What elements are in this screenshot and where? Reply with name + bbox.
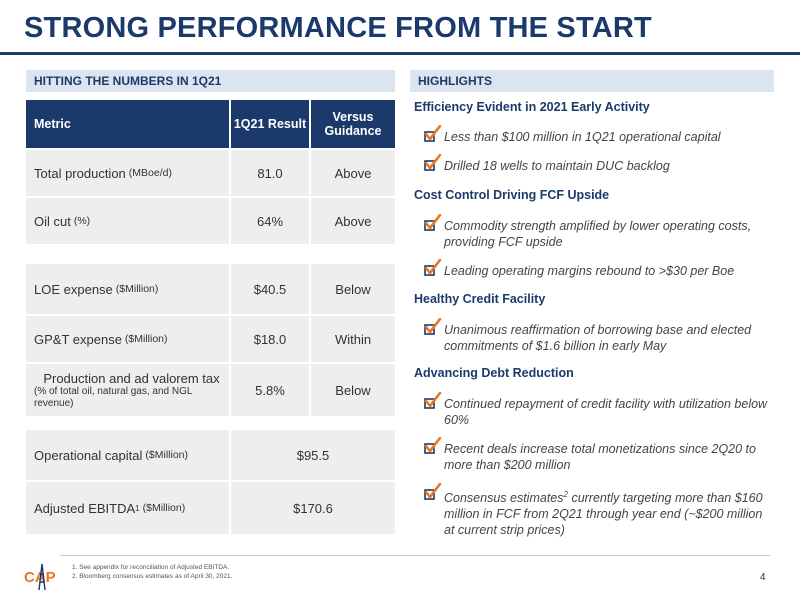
metric-guidance: Within — [334, 331, 372, 347]
metrics-table-top: Metric 1Q21 Result Versus Guidance Total… — [26, 100, 395, 246]
footnotes: 1. See appendix for reconciliation of Ad… — [72, 563, 232, 581]
metric-label: Adjusted EBITDA — [34, 500, 136, 516]
checkbox-check-icon — [424, 125, 442, 142]
header-guidance: Versus Guidance — [324, 110, 382, 138]
metric-unit: ($Million) — [145, 449, 188, 461]
metric-guidance: Below — [335, 382, 371, 398]
checkbox-check-icon — [424, 392, 442, 409]
table-row: Operational capital ($Million) $95.5 — [26, 430, 395, 480]
highlight-heading: Efficiency Evident in 2021 Early Activit… — [414, 100, 650, 114]
metric-result: 64% — [231, 198, 311, 244]
left-section-heading: HITTING THE NUMBERS IN 1Q21 — [26, 70, 395, 92]
page-number: 4 — [760, 572, 766, 583]
highlight-bullet: Continued repayment of credit facility w… — [424, 392, 772, 428]
metric-result: $40.5 — [231, 264, 311, 314]
highlight-bullet: Recent deals increase total monetization… — [424, 437, 772, 473]
metric-label: Total production — [34, 165, 126, 181]
highlight-bullet: Less than $100 million in 1Q21 operation… — [424, 125, 772, 145]
footnote: 2. Bloomberg consensus estimates as of A… — [72, 573, 233, 580]
metric-guidance: Above — [334, 165, 372, 181]
metric-footnote-ref: 1 — [135, 503, 140, 513]
metric-result: $18.0 — [231, 316, 311, 362]
right-section-heading: HIGHLIGHTS — [410, 70, 774, 92]
company-logo: CAP — [24, 563, 56, 591]
page-title: STRONG PERFORMANCE FROM THE START — [24, 12, 652, 44]
metric-result: $95.5 — [296, 447, 330, 463]
header-result: 1Q21 Result — [231, 100, 311, 148]
metric-unit: (% of total oil, natural gas, and NGL re… — [34, 385, 193, 409]
checkbox-check-icon — [424, 259, 442, 276]
checkbox-check-icon — [424, 483, 442, 500]
metric-guidance: Above — [334, 213, 372, 229]
metric-unit: ($Million) — [142, 502, 186, 514]
metric-label: Operational capital — [34, 447, 143, 463]
highlight-heading: Healthy Credit Facility — [414, 292, 546, 306]
footer-rule — [60, 555, 770, 556]
highlight-heading: Cost Control Driving FCF Upside — [414, 188, 610, 202]
highlight-bullet: Drilled 18 wells to maintain DUC backlog — [424, 154, 772, 174]
table-row: Oil cut (%) 64% Above — [26, 198, 395, 244]
metric-unit: (MBoe/d) — [128, 167, 172, 179]
table-row: GP&T expense ($Million) $18.0 Within — [26, 316, 395, 362]
metric-result: 5.8% — [231, 364, 311, 416]
header-metric: Metric — [26, 100, 231, 148]
footnote: 1. See appendix for reconciliation of Ad… — [72, 564, 230, 571]
metric-unit: ($Million) — [115, 283, 159, 295]
checkbox-check-icon — [424, 437, 442, 454]
highlight-bullet: Unanimous reaffirmation of borrowing bas… — [424, 318, 772, 354]
checkbox-check-icon — [424, 318, 442, 335]
table-header-row: Metric 1Q21 Result Versus Guidance — [26, 100, 395, 148]
table-row: Production and ad valorem tax (% of tota… — [26, 364, 395, 416]
table-row: Adjusted EBITDA 1 ($Million) $170.6 — [26, 482, 395, 534]
metric-label: Production and ad valorem tax — [43, 370, 220, 386]
metric-unit: ($Million) — [124, 333, 168, 345]
checkbox-check-icon — [424, 154, 442, 171]
highlight-bullet: Consensus estimates2 currently targeting… — [424, 483, 772, 538]
metrics-table-bottom: Operational capital ($Million) $95.5 Adju… — [26, 430, 395, 536]
metric-guidance: Below — [335, 281, 371, 297]
metric-result: $170.6 — [293, 500, 333, 516]
highlight-heading: Advancing Debt Reduction — [414, 366, 574, 380]
table-row: LOE expense ($Million) $40.5 Below — [26, 264, 395, 314]
title-rule — [0, 52, 800, 55]
metric-result: 81.0 — [231, 150, 311, 196]
highlight-bullet: Leading operating margins rebound to >$3… — [424, 259, 772, 279]
metric-label: GP&T expense — [34, 331, 122, 347]
table-row: Total production (MBoe/d) 81.0 Above — [26, 150, 395, 196]
metrics-table-middle: LOE expense ($Million) $40.5 Below GP&T e… — [26, 264, 395, 418]
checkbox-check-icon — [424, 214, 442, 231]
metric-unit: (%) — [73, 215, 91, 227]
metric-label: LOE expense — [34, 281, 113, 297]
metric-label: Oil cut — [34, 213, 71, 229]
highlight-bullet: Commodity strength amplified by lower op… — [424, 214, 772, 250]
